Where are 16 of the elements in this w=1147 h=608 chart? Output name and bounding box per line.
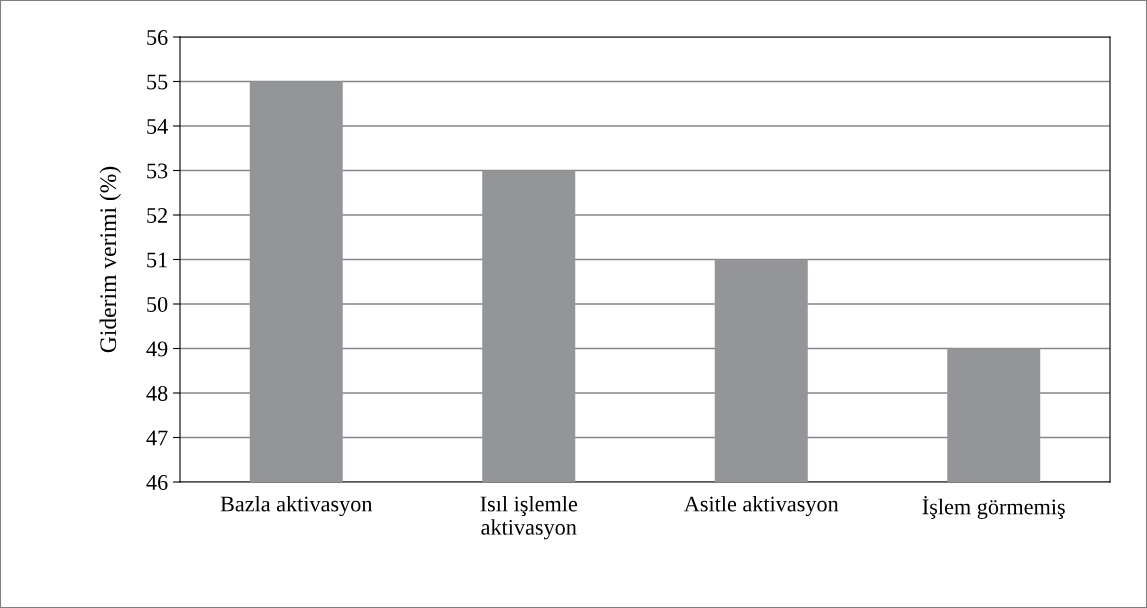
y-tick-label: 48 bbox=[146, 385, 168, 401]
x-tick-label: İşlem görmemiş bbox=[922, 495, 1065, 519]
y-tick-label: 50 bbox=[147, 296, 168, 312]
y-tick-label: 51 bbox=[147, 252, 167, 268]
y-tick-label: 53 bbox=[147, 163, 168, 179]
y-tick-label: 55 bbox=[147, 74, 168, 90]
y-tick-label: 46 bbox=[146, 474, 168, 490]
x-tick-label: Isıl işlemle aktivasyon bbox=[480, 495, 578, 540]
y-tick-label: 52 bbox=[147, 207, 167, 223]
y-axis-title: Giderim verimi (%) bbox=[99, 166, 121, 353]
y-tick-label: 47 bbox=[146, 430, 168, 446]
y-tick-label: 54 bbox=[147, 119, 168, 134]
y-tick-label: 56 bbox=[147, 29, 168, 45]
x-tick-label: Asitle aktivasyon bbox=[684, 495, 839, 517]
y-tick-label: 49 bbox=[146, 341, 168, 357]
x-tick-label: Bazla aktivasyon bbox=[220, 495, 373, 517]
